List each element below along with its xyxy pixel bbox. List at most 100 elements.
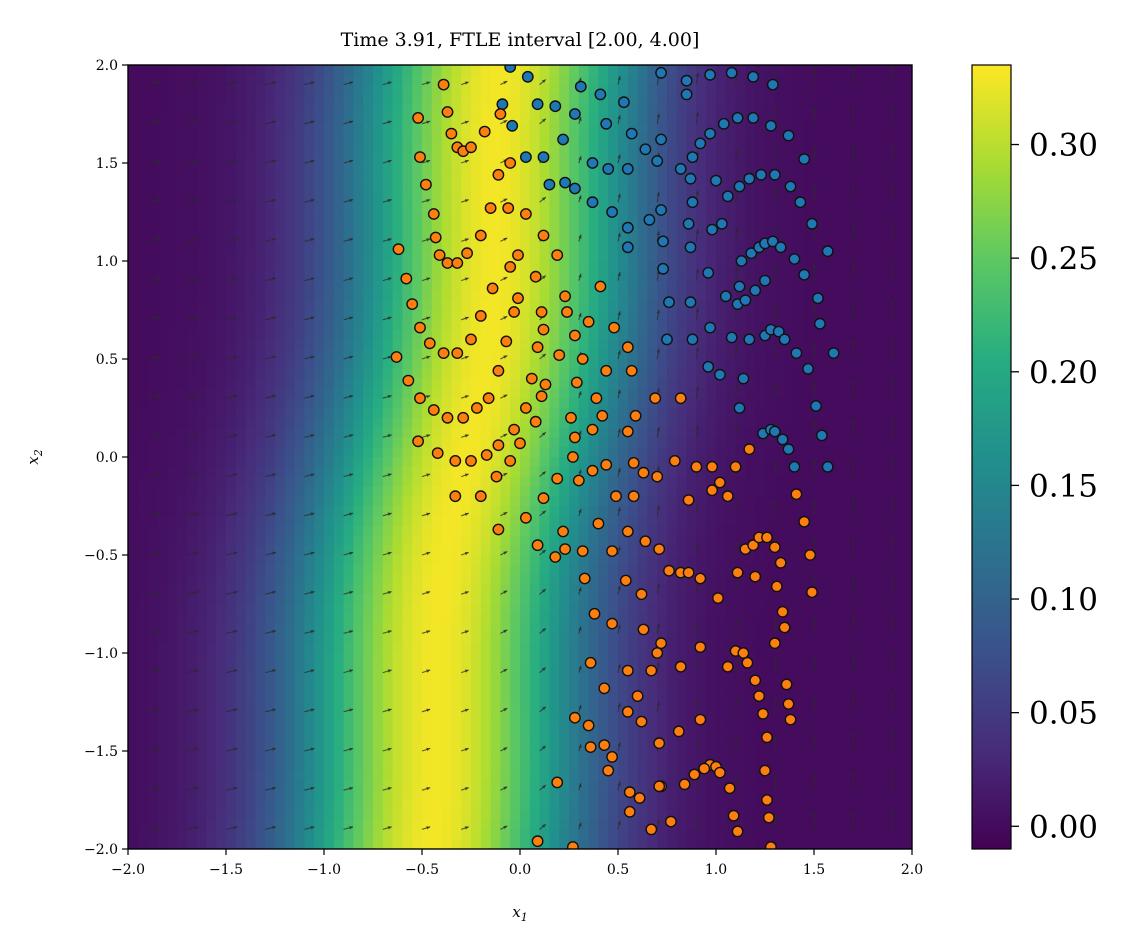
heatmap-cell xyxy=(137,74,149,86)
heatmap-cell xyxy=(480,525,492,536)
heatmap-cell xyxy=(696,221,707,233)
heatmap-cell xyxy=(167,182,178,193)
heatmap-cell xyxy=(431,163,443,174)
heatmap-cell xyxy=(441,359,452,370)
heatmap-cell xyxy=(578,261,590,272)
heatmap-cell xyxy=(520,702,531,713)
heatmap-cell xyxy=(686,163,697,174)
heatmap-cell xyxy=(510,182,521,193)
heatmap-cell xyxy=(431,182,443,193)
heatmap-cell xyxy=(637,182,648,193)
heatmap-cell xyxy=(598,604,609,615)
heatmap-cell xyxy=(177,623,188,634)
heatmap-cell xyxy=(431,476,443,487)
heatmap-cell xyxy=(284,741,296,752)
heatmap-cell xyxy=(206,486,217,497)
heatmap-cell xyxy=(608,535,619,546)
heatmap-cell xyxy=(647,290,658,301)
heatmap-cell xyxy=(245,672,256,683)
heatmap-cell xyxy=(657,447,668,458)
heatmap-cell xyxy=(676,319,688,331)
heatmap-cell xyxy=(451,535,462,546)
heatmap-cell xyxy=(137,741,149,752)
heatmap-cell xyxy=(480,633,492,644)
heatmap-cell xyxy=(206,555,217,566)
heatmap-cell xyxy=(373,329,384,340)
heatmap-cell xyxy=(598,339,609,350)
heatmap-cell xyxy=(647,241,658,252)
heatmap-cell xyxy=(245,525,256,536)
heatmap-cell xyxy=(206,221,217,233)
heatmap-cell xyxy=(245,751,256,762)
heatmap-cell xyxy=(480,349,492,360)
heatmap-cell xyxy=(245,643,256,654)
heatmap-cell xyxy=(392,839,403,849)
heatmap-cell xyxy=(696,339,707,350)
heatmap-cell xyxy=(520,359,531,370)
heatmap-cell xyxy=(245,388,256,399)
heatmap-cell xyxy=(196,672,207,683)
heatmap-cell xyxy=(206,476,217,487)
heatmap-cell xyxy=(284,623,296,634)
heatmap-cell xyxy=(441,790,452,801)
heatmap-cell xyxy=(402,329,413,340)
heatmap-cell xyxy=(539,682,550,693)
heatmap-cell xyxy=(539,800,550,811)
heatmap-cell xyxy=(245,653,256,664)
heatmap-cell xyxy=(647,143,658,154)
heatmap-cell xyxy=(137,702,149,713)
heatmap-cell xyxy=(529,702,541,713)
heatmap-cell xyxy=(725,653,737,664)
heatmap-cell xyxy=(226,535,237,546)
heatmap-cell xyxy=(676,466,688,478)
heatmap-cell xyxy=(510,643,521,654)
heatmap-cell xyxy=(275,613,286,625)
heatmap-cell xyxy=(667,633,678,644)
heatmap-cell xyxy=(549,623,560,634)
heatmap-cell xyxy=(422,682,433,693)
heatmap-cell xyxy=(412,711,423,723)
heatmap-cell xyxy=(245,574,256,585)
heatmap-cell xyxy=(451,290,462,301)
heatmap-cell xyxy=(284,839,296,849)
heatmap-cell xyxy=(510,760,521,772)
heatmap-cell xyxy=(128,672,139,683)
heatmap-cell xyxy=(265,241,276,252)
heatmap-cell xyxy=(206,653,217,664)
heatmap-cell xyxy=(392,800,403,811)
heatmap-cell xyxy=(304,564,315,576)
heatmap-cell xyxy=(510,143,521,154)
heatmap-cell xyxy=(392,643,403,654)
heatmap-cell xyxy=(255,388,266,399)
heatmap-cell xyxy=(588,94,599,105)
heatmap-cell xyxy=(137,65,149,76)
heatmap-cell xyxy=(510,692,521,703)
heatmap-cell xyxy=(500,564,511,576)
heatmap-cell xyxy=(235,241,247,252)
heatmap-cell xyxy=(598,525,609,536)
heatmap-cell xyxy=(294,809,305,821)
heatmap-cell xyxy=(363,476,374,487)
heatmap-cell xyxy=(422,604,433,615)
heatmap-cell xyxy=(333,270,345,282)
heatmap-cell xyxy=(422,623,433,634)
heatmap-cell xyxy=(706,839,717,849)
heatmap-cell xyxy=(637,653,648,664)
heatmap-cell xyxy=(451,212,462,223)
heatmap-cell xyxy=(402,163,413,174)
heatmap-cell xyxy=(363,270,374,282)
heatmap-cell xyxy=(588,633,599,644)
heatmap-cell xyxy=(422,594,433,605)
heatmap-cell xyxy=(608,359,619,370)
heatmap-cell xyxy=(314,359,325,370)
heatmap-cell xyxy=(559,662,570,674)
heatmap-cell xyxy=(255,84,266,95)
heatmap-cell xyxy=(676,574,688,585)
heatmap-cell xyxy=(128,133,139,144)
heatmap-cell xyxy=(686,829,697,840)
heatmap-cell xyxy=(304,731,315,742)
heatmap-cell xyxy=(186,829,198,840)
heatmap-cell xyxy=(265,359,276,370)
heatmap-cell xyxy=(284,241,296,252)
heatmap-cell xyxy=(382,692,394,703)
